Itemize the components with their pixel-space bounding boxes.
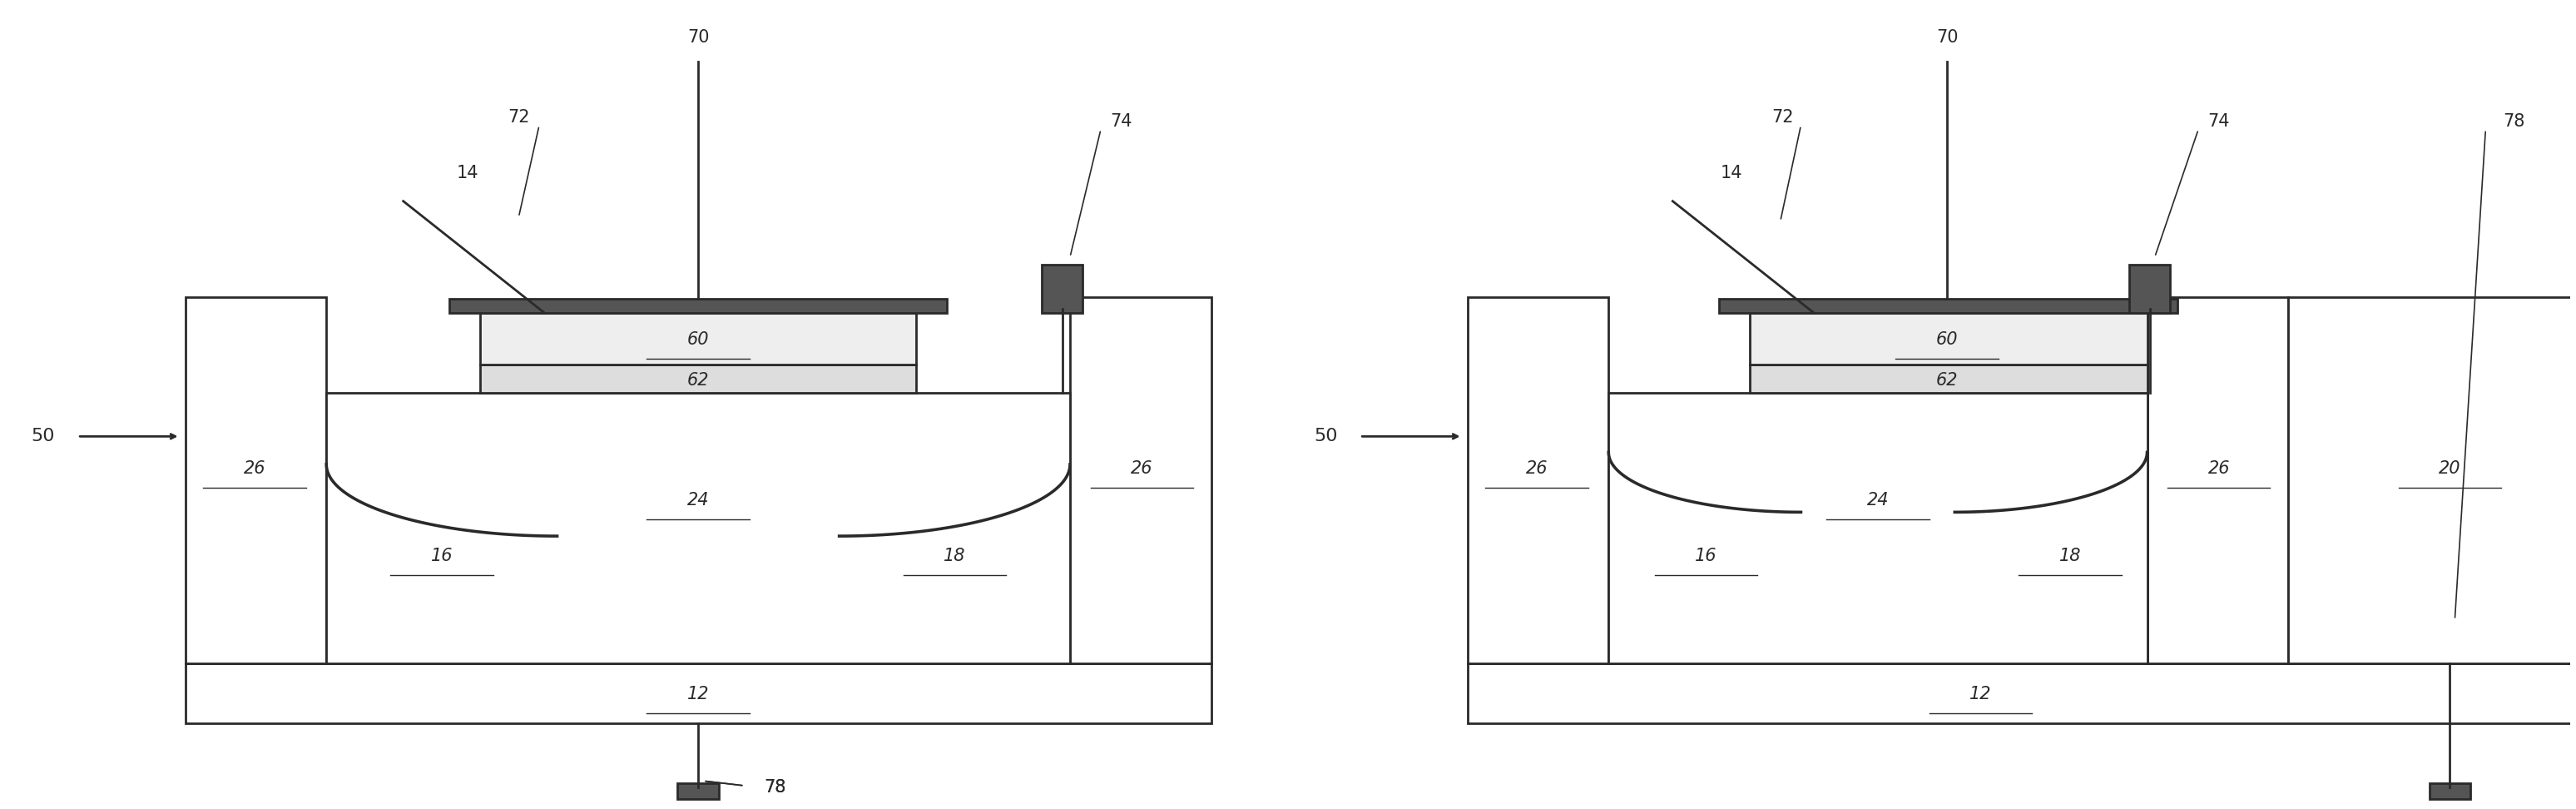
Bar — [2429, 783, 2470, 799]
Bar — [2146, 297, 2287, 663]
Text: 60: 60 — [688, 332, 708, 348]
Bar — [677, 783, 719, 799]
Text: 72: 72 — [507, 109, 531, 125]
Text: 62: 62 — [1937, 372, 1958, 389]
Text: 14: 14 — [456, 165, 479, 181]
Text: 72: 72 — [1772, 109, 1793, 125]
Text: 16: 16 — [1695, 548, 1718, 565]
Text: 74: 74 — [1110, 113, 1133, 129]
Text: 20: 20 — [2439, 460, 2460, 477]
Text: 26: 26 — [1525, 460, 1548, 477]
Bar — [1069, 297, 1211, 663]
Bar — [1041, 265, 1082, 313]
Text: 26: 26 — [245, 460, 265, 477]
Bar — [1718, 299, 2177, 313]
Bar — [2287, 297, 2576, 663]
Bar — [1468, 663, 2576, 723]
Text: 60: 60 — [1937, 332, 1958, 348]
Text: 12: 12 — [1971, 686, 1991, 702]
Bar — [448, 299, 948, 313]
Text: 14: 14 — [1721, 165, 1744, 181]
Bar — [185, 663, 1211, 723]
Bar — [479, 313, 917, 365]
Text: 24: 24 — [688, 492, 708, 509]
Text: 16: 16 — [430, 548, 453, 565]
Bar — [185, 297, 327, 663]
Text: 62: 62 — [688, 372, 708, 389]
Bar — [2130, 265, 2169, 313]
Bar — [327, 392, 1069, 663]
Bar — [1749, 313, 2146, 365]
Bar — [1749, 365, 2146, 392]
Text: 12: 12 — [688, 686, 708, 702]
Text: 70: 70 — [688, 29, 708, 46]
Text: 70: 70 — [1937, 29, 1958, 46]
Text: 78: 78 — [2504, 113, 2524, 129]
Text: 26: 26 — [1131, 460, 1154, 477]
Text: 74: 74 — [2208, 113, 2231, 129]
Bar — [1607, 392, 2146, 663]
Text: 18: 18 — [943, 548, 966, 565]
Text: 78: 78 — [765, 779, 786, 795]
Text: 50: 50 — [1314, 428, 1337, 445]
Text: 50: 50 — [31, 428, 54, 445]
Text: 78: 78 — [765, 779, 786, 795]
Text: 18: 18 — [2058, 548, 2081, 565]
Text: 26: 26 — [2208, 460, 2231, 477]
Bar — [1468, 297, 1607, 663]
Bar — [479, 365, 917, 392]
Text: 24: 24 — [1868, 492, 1888, 509]
